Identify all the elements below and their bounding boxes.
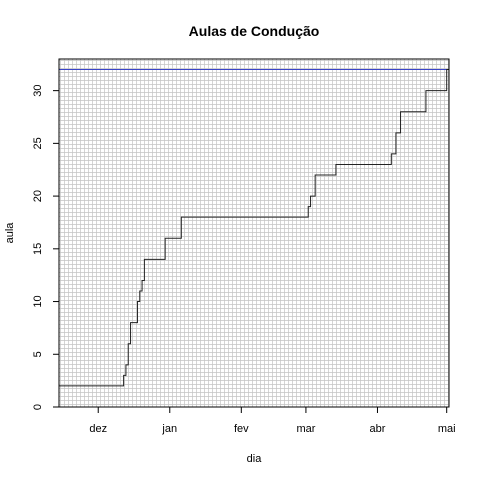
x-tick-label: mai [438, 423, 456, 435]
x-tick-label: mar [296, 423, 315, 435]
x-tick-label: jan [161, 423, 177, 435]
x-axis-label: dia [247, 453, 263, 465]
y-tick-label: 15 [32, 243, 44, 255]
chart-title: Aulas de Condução [189, 23, 320, 39]
y-tick-label: 5 [32, 351, 44, 357]
plot-background [59, 59, 449, 407]
x-tick-label: dez [89, 423, 107, 435]
y-axis-label: aula [4, 222, 16, 244]
x-tick-label: abr [370, 423, 386, 435]
x-tick-label: fev [234, 423, 249, 435]
plot-frame [58, 58, 450, 408]
y-tick-label: 10 [32, 295, 44, 307]
y-axis: 0 5 10 15 20 25 30 [32, 85, 59, 410]
x-axis: dez jan fev mar abr mai [89, 407, 456, 435]
y-tick-label: 25 [32, 137, 44, 149]
series-line [59, 69, 449, 387]
plot-marks [59, 69, 449, 387]
y-tick-label: 0 [32, 404, 44, 410]
y-tick-label: 30 [32, 85, 44, 97]
y-tick-label: 20 [32, 190, 44, 202]
